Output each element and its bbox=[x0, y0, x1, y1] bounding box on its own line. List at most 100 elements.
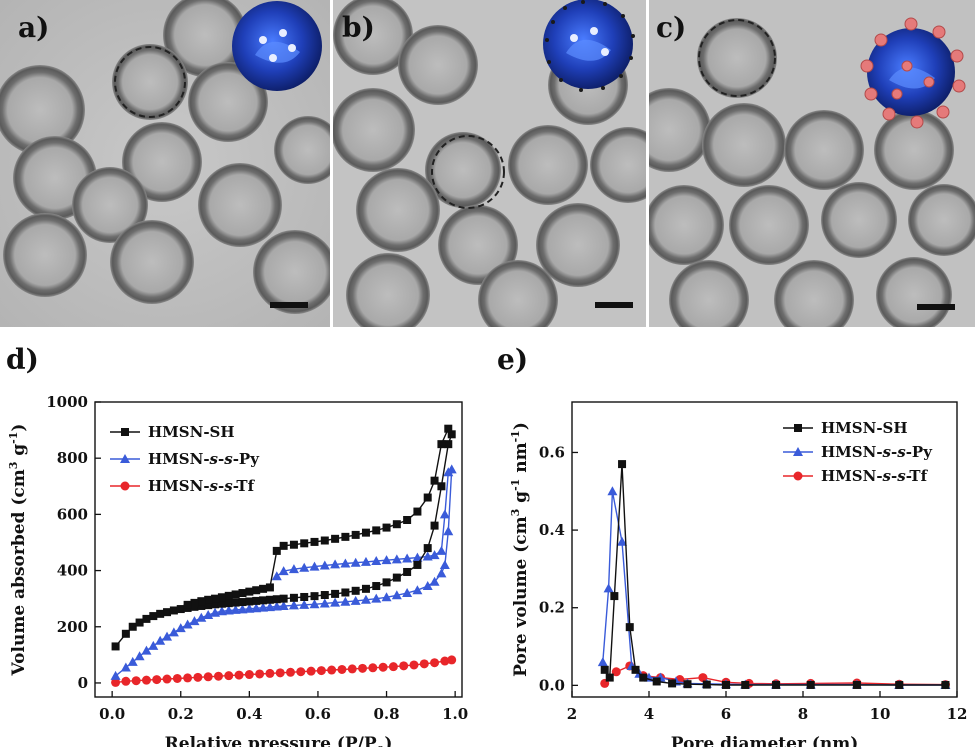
data-point bbox=[391, 554, 402, 564]
data-point bbox=[265, 583, 274, 592]
data-point bbox=[439, 559, 450, 569]
x-tick-label: 12 bbox=[947, 705, 968, 723]
data-point bbox=[309, 599, 320, 609]
data-point bbox=[412, 552, 423, 562]
scale-bar-c bbox=[917, 304, 955, 310]
data-point bbox=[419, 659, 429, 669]
series-1 bbox=[597, 486, 951, 689]
data-point bbox=[152, 675, 162, 685]
data-point bbox=[299, 562, 310, 572]
data-point bbox=[444, 440, 453, 449]
data-point bbox=[148, 640, 159, 650]
data-point bbox=[111, 677, 121, 687]
data-point bbox=[238, 589, 247, 598]
data-point bbox=[444, 424, 453, 433]
x-tick-label: 10 bbox=[870, 705, 891, 723]
data-point bbox=[142, 614, 151, 623]
chart-e: 2 4 6 8 10 12 0.0 0.2 0.4 0.6 Pore diameter (nm) Po… bbox=[490, 380, 975, 747]
data-point bbox=[392, 520, 401, 529]
data-point bbox=[372, 582, 381, 591]
data-point bbox=[213, 671, 223, 681]
data-point bbox=[603, 583, 614, 593]
legend-marker bbox=[120, 481, 130, 491]
data-point bbox=[134, 651, 145, 661]
data-point bbox=[271, 571, 282, 581]
data-point bbox=[605, 673, 614, 682]
data-point bbox=[189, 616, 200, 626]
panel-label-c: c) bbox=[656, 11, 687, 44]
data-point bbox=[652, 677, 661, 686]
data-point bbox=[128, 622, 137, 631]
data-point bbox=[162, 674, 172, 684]
data-point bbox=[361, 584, 370, 593]
data-point bbox=[382, 578, 391, 587]
x-tick-label: 0.8 bbox=[373, 705, 399, 723]
data-point bbox=[388, 662, 398, 672]
data-point bbox=[412, 585, 423, 595]
data-point bbox=[350, 557, 361, 567]
series-2 bbox=[111, 655, 457, 687]
plot-frame bbox=[94, 401, 463, 698]
nanoparticle-model-c bbox=[860, 17, 966, 129]
data-point bbox=[204, 601, 213, 610]
data-point bbox=[289, 540, 298, 549]
data-point bbox=[331, 589, 340, 598]
data-point bbox=[437, 482, 446, 491]
x-tick-label: 4 bbox=[644, 705, 654, 723]
data-point bbox=[443, 467, 454, 477]
data-point bbox=[169, 606, 178, 615]
x-axis-label: Pore diameter (nm) bbox=[671, 734, 859, 747]
series-line bbox=[604, 464, 946, 686]
x-tick-label: 2 bbox=[567, 705, 577, 723]
data-point bbox=[447, 655, 457, 665]
data-point bbox=[316, 666, 326, 676]
data-point bbox=[245, 597, 254, 606]
data-point bbox=[244, 670, 254, 680]
data-point bbox=[403, 567, 412, 576]
nanoparticle-model-b bbox=[543, 0, 635, 92]
y-axis-label: Volume absorbed (cm3 g-1) bbox=[7, 424, 29, 677]
data-point bbox=[631, 665, 640, 674]
data-point bbox=[279, 594, 288, 603]
data-point bbox=[245, 587, 254, 596]
series-0 bbox=[111, 424, 456, 651]
data-point bbox=[607, 486, 618, 496]
data-point bbox=[278, 566, 289, 576]
x-tick-label: 0.0 bbox=[99, 705, 125, 723]
data-point bbox=[309, 561, 320, 571]
particles-b bbox=[333, 0, 646, 327]
legend-marker bbox=[794, 424, 802, 432]
data-point bbox=[252, 586, 261, 595]
data-point bbox=[402, 553, 413, 563]
x-tick-label: 0.4 bbox=[236, 705, 262, 723]
data-point bbox=[341, 532, 350, 541]
data-point bbox=[852, 680, 861, 689]
tem-image-c bbox=[649, 0, 975, 327]
data-point bbox=[279, 541, 288, 550]
y-tick-label: 600 bbox=[57, 505, 88, 523]
plot-frame bbox=[571, 401, 958, 698]
data-point bbox=[300, 539, 309, 548]
data-point bbox=[216, 606, 227, 616]
data-point bbox=[156, 609, 165, 618]
data-point bbox=[204, 595, 213, 604]
data-point bbox=[422, 581, 433, 591]
data-point bbox=[183, 673, 193, 683]
data-point bbox=[264, 602, 275, 612]
data-point bbox=[127, 656, 138, 666]
data-point bbox=[413, 507, 422, 516]
data-point bbox=[272, 546, 281, 555]
data-point bbox=[391, 590, 402, 600]
data-point bbox=[331, 534, 340, 543]
legend-marker bbox=[121, 428, 129, 436]
data-point bbox=[437, 440, 446, 449]
data-point bbox=[378, 662, 388, 672]
data-point bbox=[286, 667, 296, 677]
y-tick-label: 0.4 bbox=[539, 521, 565, 539]
data-point bbox=[350, 595, 361, 605]
data-point bbox=[403, 516, 412, 524]
data-point bbox=[230, 604, 241, 614]
y-tick-label: 0 bbox=[78, 674, 88, 692]
x-axis-label: Relative pressure (P/P0) bbox=[165, 734, 393, 747]
data-point bbox=[234, 670, 244, 680]
